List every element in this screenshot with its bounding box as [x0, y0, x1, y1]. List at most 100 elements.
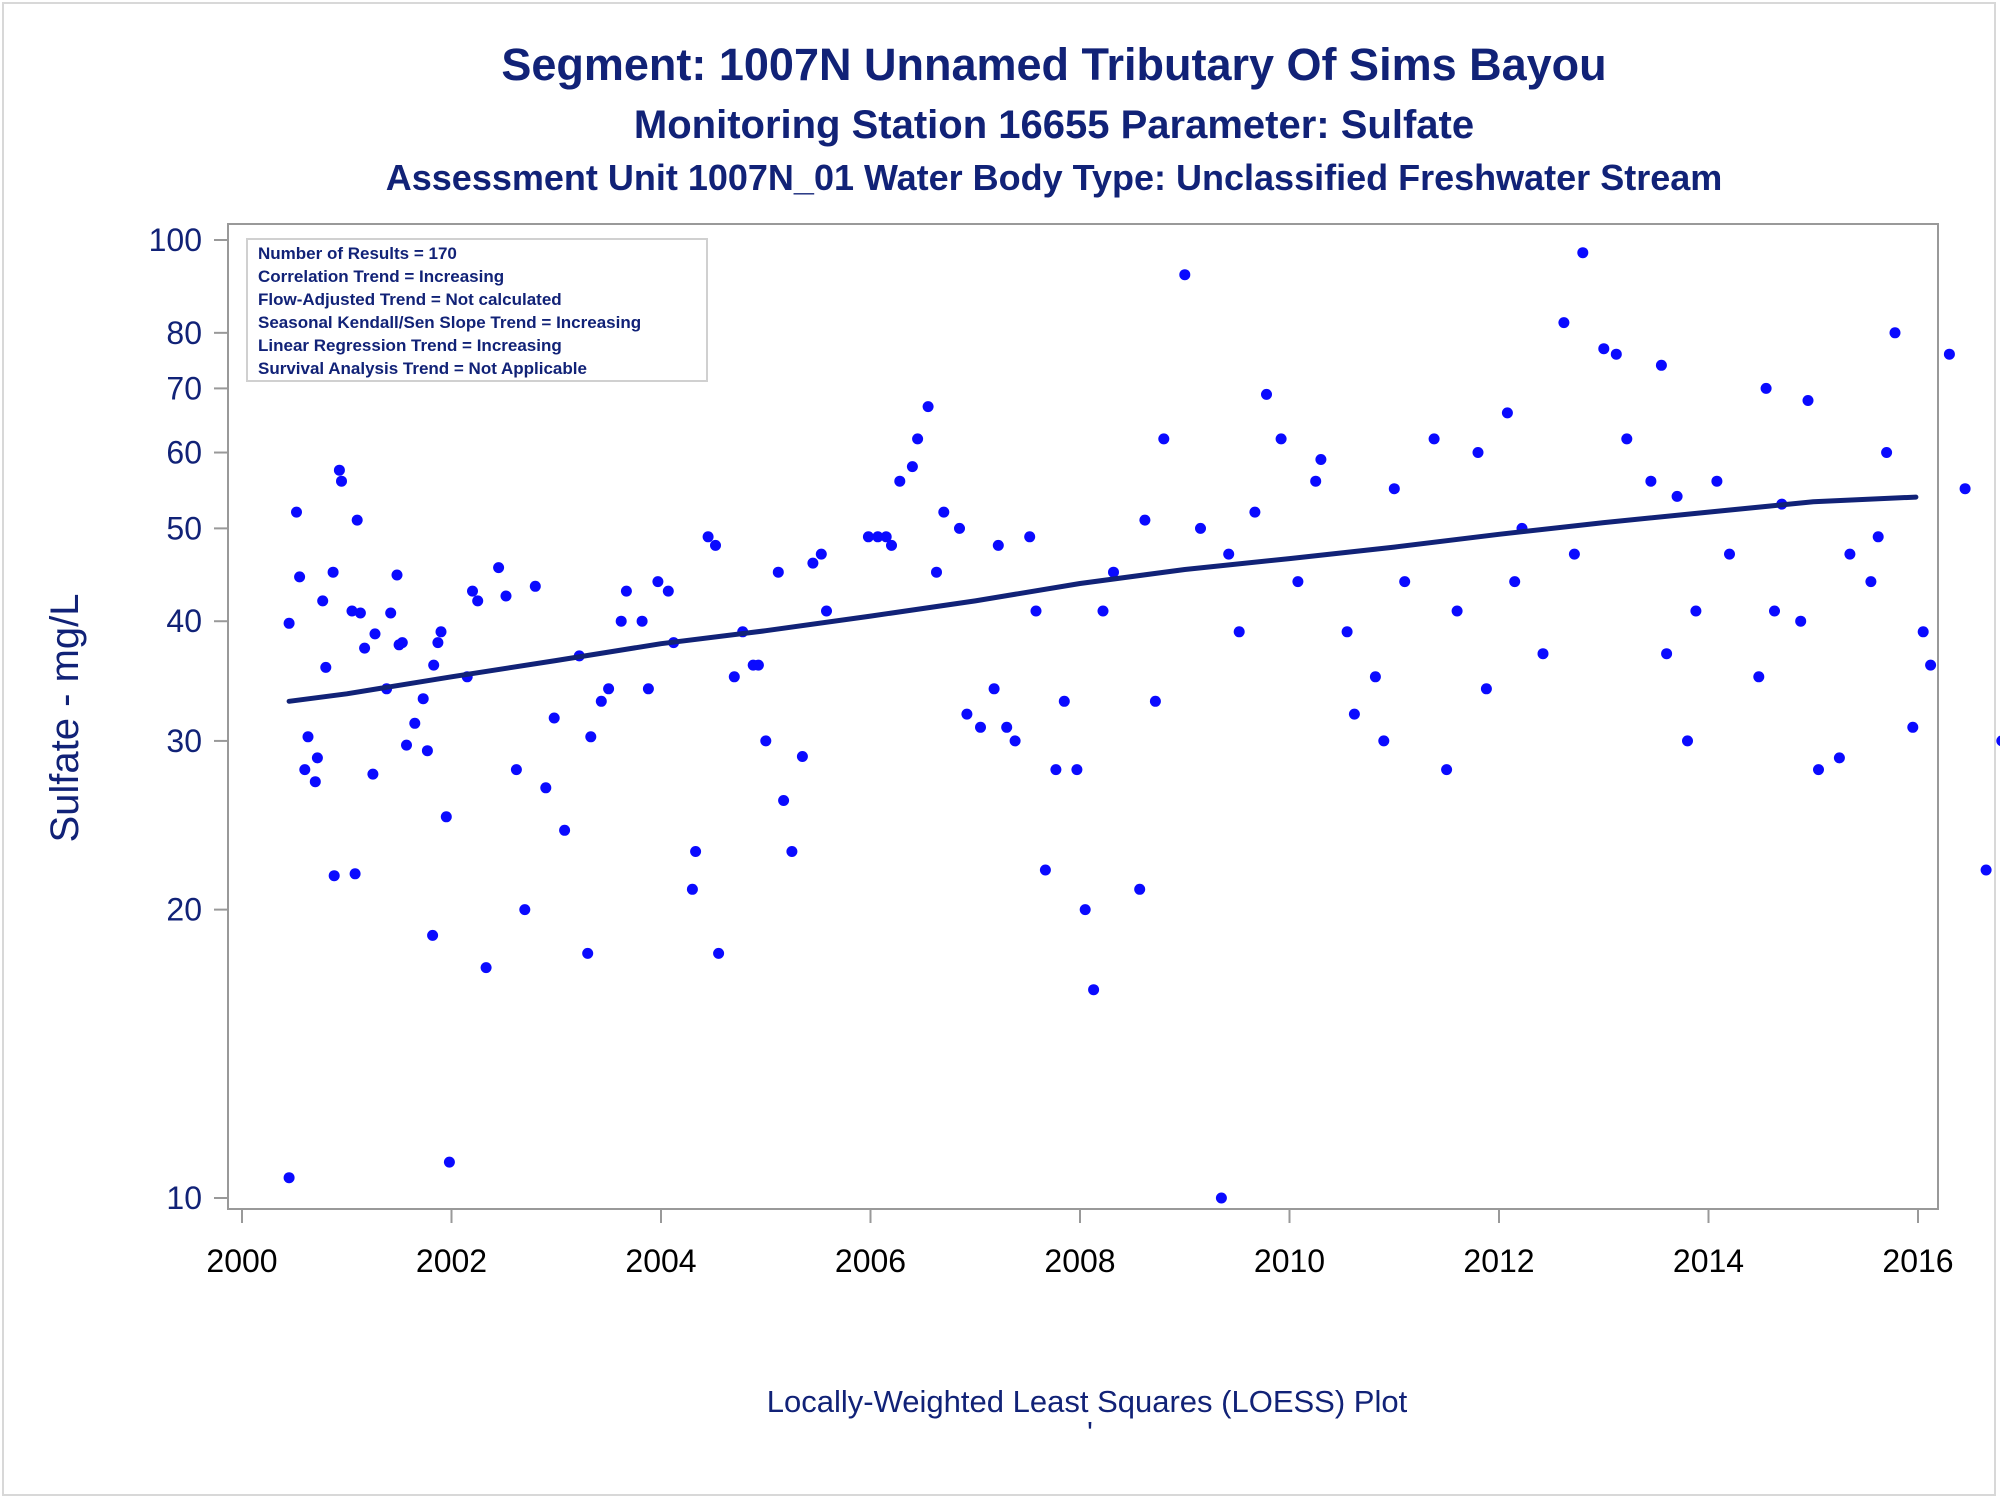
- data-point: [367, 768, 379, 780]
- data-point: [417, 693, 429, 705]
- data-point: [1621, 433, 1633, 445]
- data-point: [1369, 671, 1381, 683]
- y-axis: 10 20 30 40 50 60 70 80 100: [149, 222, 228, 1216]
- data-point: [603, 683, 615, 695]
- data-point: [1813, 764, 1824, 776]
- y-tick-label: 50: [166, 510, 202, 546]
- y-tick-label: 10: [166, 1180, 202, 1216]
- data-point: [369, 628, 381, 640]
- data-point: [662, 585, 674, 597]
- chart-subtitle-1: Monitoring Station 16655 Parameter: Sulf…: [634, 103, 1474, 147]
- chart-subtitle-2: Assessment Unit 1007N_01 Water Body Type…: [386, 157, 1723, 198]
- data-point: [1451, 605, 1463, 617]
- data-point: [728, 671, 740, 683]
- data-point: [1149, 695, 1161, 707]
- data-point: [1388, 483, 1400, 495]
- data-point: [493, 562, 505, 574]
- data-point: [1079, 904, 1091, 916]
- data-point: [821, 605, 832, 617]
- data-point: [1802, 395, 1814, 406]
- data-point: [1341, 626, 1353, 638]
- x-tick-label: 2004: [625, 1243, 696, 1279]
- data-point: [510, 764, 522, 776]
- data-point: [975, 721, 986, 733]
- data-point: [1598, 343, 1610, 355]
- data-point: [954, 522, 965, 534]
- data-point: [346, 605, 358, 617]
- data-point: [1233, 626, 1245, 638]
- data-point: [992, 539, 1004, 551]
- data-point: [760, 735, 772, 747]
- data-point: [1139, 514, 1151, 526]
- data-point: [1108, 566, 1119, 578]
- data-point: [1292, 576, 1304, 588]
- data-point: [1348, 708, 1360, 720]
- data-point: [1769, 605, 1780, 617]
- data-point: [615, 615, 627, 627]
- y-tick-label: 80: [166, 315, 202, 351]
- data-point: [585, 731, 597, 743]
- x-tick-label: 2002: [416, 1243, 487, 1279]
- data-point: [1537, 648, 1549, 660]
- info-line-results: Number of Results = 170: [258, 244, 457, 263]
- data-point: [354, 607, 366, 619]
- data-point: [1865, 576, 1877, 588]
- data-point: [320, 661, 332, 673]
- data-point: [435, 626, 447, 638]
- y-tick-label: 30: [166, 723, 202, 759]
- data-point: [894, 475, 906, 487]
- data-point: [480, 962, 492, 974]
- data-point: [1917, 626, 1929, 638]
- x-tick-label: 2010: [1254, 1243, 1325, 1279]
- data-point: [1249, 506, 1261, 518]
- data-point: [1378, 735, 1390, 747]
- data-point: [1310, 475, 1322, 487]
- data-point: [1275, 433, 1287, 445]
- data-point: [519, 904, 531, 916]
- y-tick-label: 100: [149, 222, 202, 258]
- data-point: [1009, 735, 1021, 747]
- data-point: [1568, 548, 1580, 560]
- data-point: [690, 846, 702, 857]
- data-point: [1959, 483, 1971, 495]
- data-point: [912, 433, 924, 445]
- x-tick-label: 2000: [206, 1243, 277, 1279]
- data-point: [302, 731, 314, 743]
- data-point: [529, 580, 541, 592]
- data-point: [636, 615, 648, 627]
- data-point: [317, 595, 329, 607]
- data-point: [401, 739, 412, 751]
- data-point: [540, 782, 552, 794]
- data-point: [467, 585, 478, 597]
- data-point: [1760, 382, 1772, 394]
- data-point: [309, 776, 321, 788]
- data-point: [880, 531, 892, 543]
- plot-area: [227, 223, 1939, 1210]
- data-point: [500, 590, 512, 602]
- data-point: [1261, 388, 1272, 400]
- data-point: [1671, 490, 1683, 502]
- data-point: [548, 712, 560, 724]
- data-point: [922, 401, 934, 413]
- data-point: [427, 929, 439, 941]
- info-line-seasonal-kendall: Seasonal Kendall/Sen Slope Trend = Incre…: [258, 313, 641, 332]
- y-axis-label: Sulfate - mg/L: [43, 593, 87, 842]
- data-point: [1039, 864, 1051, 876]
- data-point: [1480, 683, 1492, 695]
- data-point: [1441, 764, 1453, 776]
- data-point: [886, 539, 897, 551]
- data-point: [299, 764, 311, 776]
- x-axis: 2000 2002 2004 2006 2008 2010 2012 2014 2016: [206, 1209, 1954, 1279]
- footnote-mark: ': [1087, 1415, 1093, 1450]
- info-line-linear-regression: Linear Regression Trend = Increasing: [258, 336, 562, 355]
- data-point: [1472, 447, 1484, 458]
- info-box-border: [246, 238, 708, 382]
- data-point: [752, 659, 764, 671]
- data-point: [938, 506, 950, 518]
- data-point: [686, 883, 698, 895]
- data-point: [1844, 548, 1856, 560]
- data-point: [1724, 548, 1735, 560]
- data-point: [713, 947, 725, 959]
- data-point: [391, 569, 403, 581]
- info-line-correlation: Correlation Trend = Increasing: [258, 267, 504, 286]
